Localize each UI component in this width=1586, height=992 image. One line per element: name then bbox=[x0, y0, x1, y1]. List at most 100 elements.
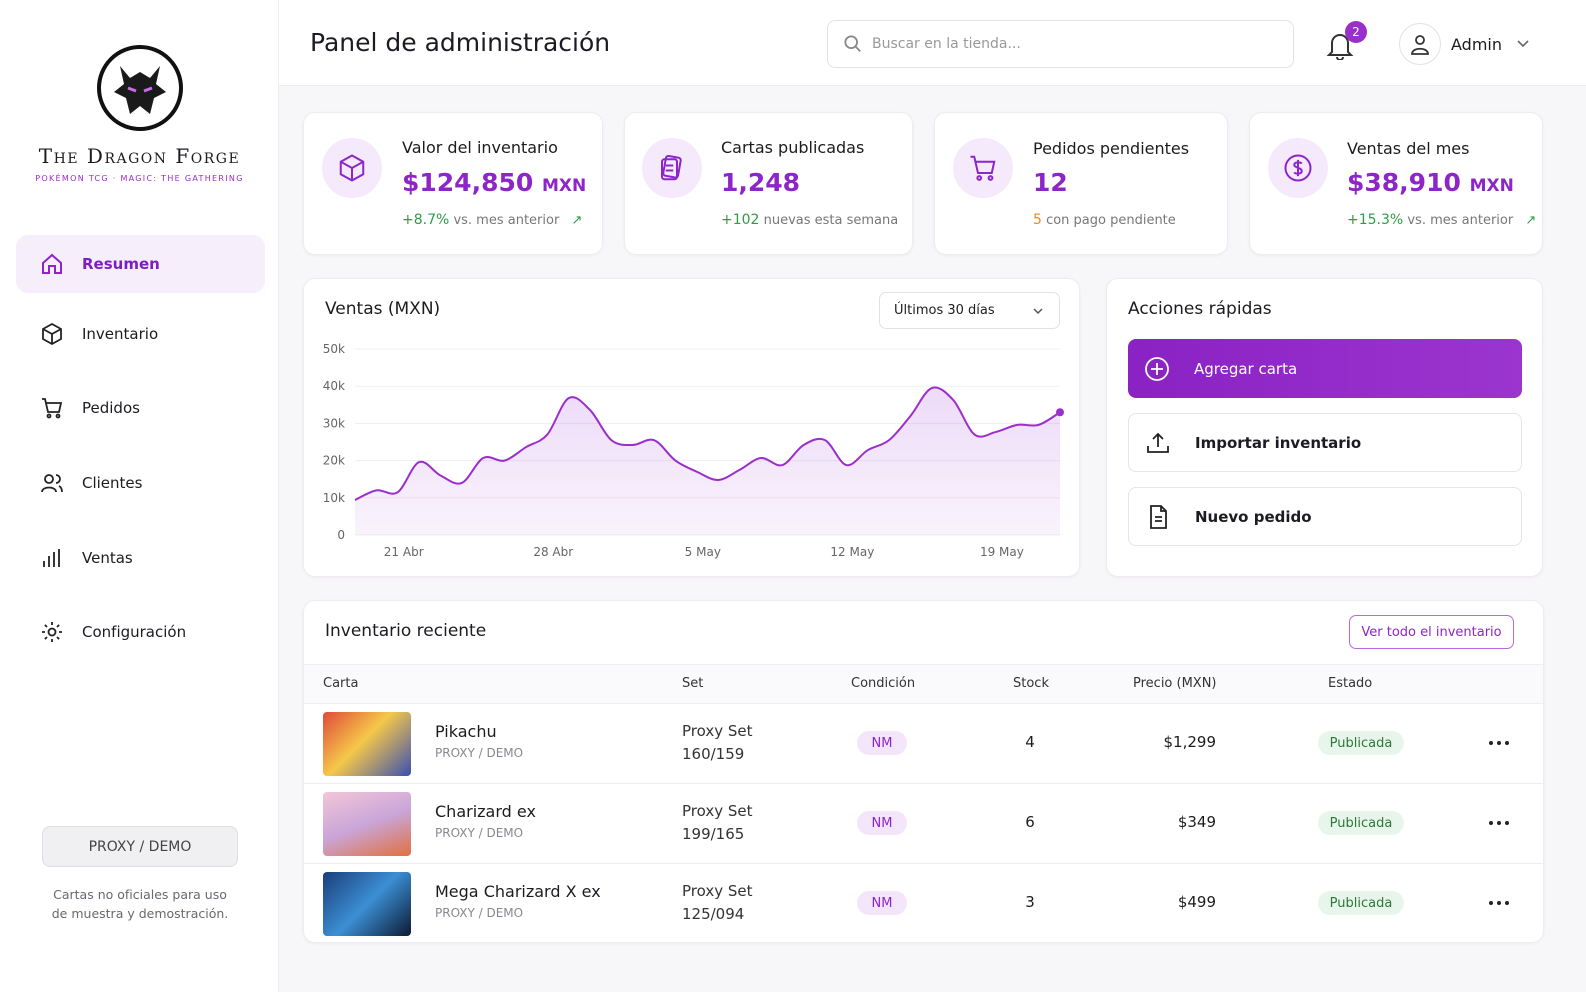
logo bbox=[97, 45, 183, 131]
user-menu-chevron[interactable] bbox=[1517, 39, 1529, 49]
bell-icon[interactable] bbox=[1326, 30, 1354, 60]
row-menu[interactable] bbox=[1488, 739, 1510, 747]
change-value: 5 bbox=[1033, 212, 1042, 228]
search-box[interactable]: Buscar en la tienda... bbox=[827, 20, 1294, 68]
stat-icon bbox=[1268, 138, 1328, 198]
change-note: vs. mes anterior bbox=[453, 213, 560, 228]
nav-item[interactable]: Pedidos bbox=[16, 379, 265, 437]
action-button[interactable]: Agregar carta bbox=[1128, 339, 1522, 398]
stat-unit: MXN bbox=[541, 176, 587, 196]
table-row[interactable] bbox=[303, 863, 1543, 943]
demo-badge: PROXY / DEMO bbox=[42, 826, 238, 867]
inventory-card bbox=[303, 600, 1544, 943]
stat-change: +102 nuevas esta semana bbox=[721, 212, 898, 228]
change-note: con pago pendiente bbox=[1046, 213, 1176, 228]
card-sub: PROXY / DEMO bbox=[435, 746, 524, 760]
nav-item[interactable]: Clientes bbox=[16, 454, 265, 512]
range-dropdown[interactable]: Últimos 30 días bbox=[879, 292, 1060, 329]
nav-label: Configuración bbox=[82, 623, 187, 641]
inventory-title: Inventario reciente bbox=[325, 621, 487, 641]
nav-item[interactable]: Configuración bbox=[16, 603, 265, 661]
column-header: Set bbox=[682, 676, 704, 691]
avatar[interactable] bbox=[1399, 23, 1441, 65]
area bbox=[355, 387, 1060, 535]
y-tick-label: 30k bbox=[323, 416, 345, 430]
action-label: Importar inventario bbox=[1195, 433, 1362, 452]
action-button[interactable]: Importar inventario bbox=[1128, 413, 1522, 472]
stat-label: Cartas publicadas bbox=[721, 138, 865, 157]
row-menu[interactable] bbox=[1488, 899, 1510, 907]
stock: 3 bbox=[1025, 893, 1035, 911]
status-badge: Publicada bbox=[1318, 731, 1404, 755]
stat-label: Pedidos pendientes bbox=[1033, 139, 1190, 158]
search-placeholder: Buscar en la tienda... bbox=[872, 36, 1021, 52]
nav-label: Inventario bbox=[82, 325, 159, 343]
card-set: Proxy Set bbox=[682, 882, 753, 900]
nav-label: Clientes bbox=[82, 474, 143, 492]
range-label: Últimos 30 días bbox=[894, 303, 995, 318]
stat-number: $124,850 bbox=[402, 168, 534, 197]
sales-chart: 0 10k 20k 30k 40k 50k 21 Abr 28 Abr 5 May 12 May 1… bbox=[323, 342, 1064, 559]
stat-value: 1,248 bbox=[721, 168, 801, 197]
nav-item[interactable]: Resumen bbox=[16, 235, 265, 293]
stat-unit: MXN bbox=[1469, 176, 1514, 196]
price: $349 bbox=[1177, 813, 1216, 831]
table-row[interactable] bbox=[303, 783, 1543, 863]
x-tick-label: 5 May bbox=[685, 545, 721, 559]
action-button[interactable]: Nuevo pedido bbox=[1128, 487, 1522, 546]
column-header: Precio (MXN) bbox=[1133, 676, 1217, 691]
card-set: Proxy Set bbox=[682, 802, 753, 820]
end-point bbox=[1056, 408, 1064, 417]
view-all-button[interactable]: Ver todo el inventario bbox=[1349, 615, 1514, 649]
column-header: Condición bbox=[851, 676, 916, 691]
y-tick-label: 0 bbox=[337, 528, 345, 542]
nav-label: Ventas bbox=[82, 549, 133, 567]
brand-name: The Dragon Forge bbox=[38, 144, 241, 168]
card-number: 125/094 bbox=[682, 905, 745, 923]
stock: 4 bbox=[1025, 733, 1035, 751]
stat-number: $38,910 bbox=[1347, 168, 1461, 197]
stat-value: 12 bbox=[1033, 168, 1068, 197]
column-header: Estado bbox=[1328, 676, 1373, 691]
demo-note: Cartas no oficiales para uso de muestra … bbox=[51, 887, 229, 921]
card-number: 160/159 bbox=[682, 745, 745, 763]
column-header: Carta bbox=[323, 676, 359, 691]
stat-icon bbox=[322, 138, 382, 198]
stat-icon bbox=[953, 138, 1013, 198]
card-thumbnail bbox=[323, 792, 411, 856]
table-row[interactable] bbox=[303, 703, 1543, 783]
card-name: Charizard ex bbox=[435, 802, 536, 821]
user-name[interactable]: Admin bbox=[1451, 35, 1502, 54]
notification-count: 2 bbox=[1345, 21, 1367, 43]
line bbox=[354, 386, 1061, 501]
stat-change: +8.7% vs. mes anterior ↗ bbox=[402, 212, 583, 228]
card-name: Pikachu bbox=[435, 722, 497, 741]
price: $499 bbox=[1177, 893, 1216, 911]
card-number: 199/165 bbox=[682, 825, 745, 843]
row-menu[interactable] bbox=[1488, 819, 1510, 827]
change-note: nuevas esta semana bbox=[763, 213, 899, 228]
stat-label: Valor del inventario bbox=[402, 138, 558, 157]
column-header: Stock bbox=[1013, 676, 1049, 691]
stat-icon bbox=[642, 138, 702, 198]
status-badge: Publicada bbox=[1318, 811, 1404, 835]
stock: 6 bbox=[1025, 813, 1035, 831]
nav-label: Pedidos bbox=[82, 399, 140, 417]
card-thumbnail bbox=[323, 872, 411, 936]
stat-value: $38,910 MXN bbox=[1347, 168, 1514, 197]
nav-item[interactable]: Ventas bbox=[16, 529, 265, 587]
stat-label: Ventas del mes bbox=[1347, 139, 1470, 158]
card-sub: PROXY / DEMO bbox=[435, 826, 524, 840]
card-sub: PROXY / DEMO bbox=[435, 906, 524, 920]
card-name: Mega Charizard X ex bbox=[435, 882, 601, 901]
status-badge: Publicada bbox=[1318, 891, 1404, 915]
y-tick-label: 10k bbox=[323, 491, 345, 505]
quick-actions-card bbox=[1106, 278, 1543, 577]
card-thumbnail bbox=[323, 712, 411, 776]
x-tick-label: 28 Abr bbox=[533, 545, 573, 559]
condition-badge: NM bbox=[857, 891, 907, 915]
y-tick-label: 20k bbox=[323, 454, 345, 468]
change-value: +15.3% bbox=[1347, 212, 1404, 228]
y-tick-label: 40k bbox=[323, 379, 345, 393]
nav-item[interactable]: Inventario bbox=[16, 305, 265, 363]
